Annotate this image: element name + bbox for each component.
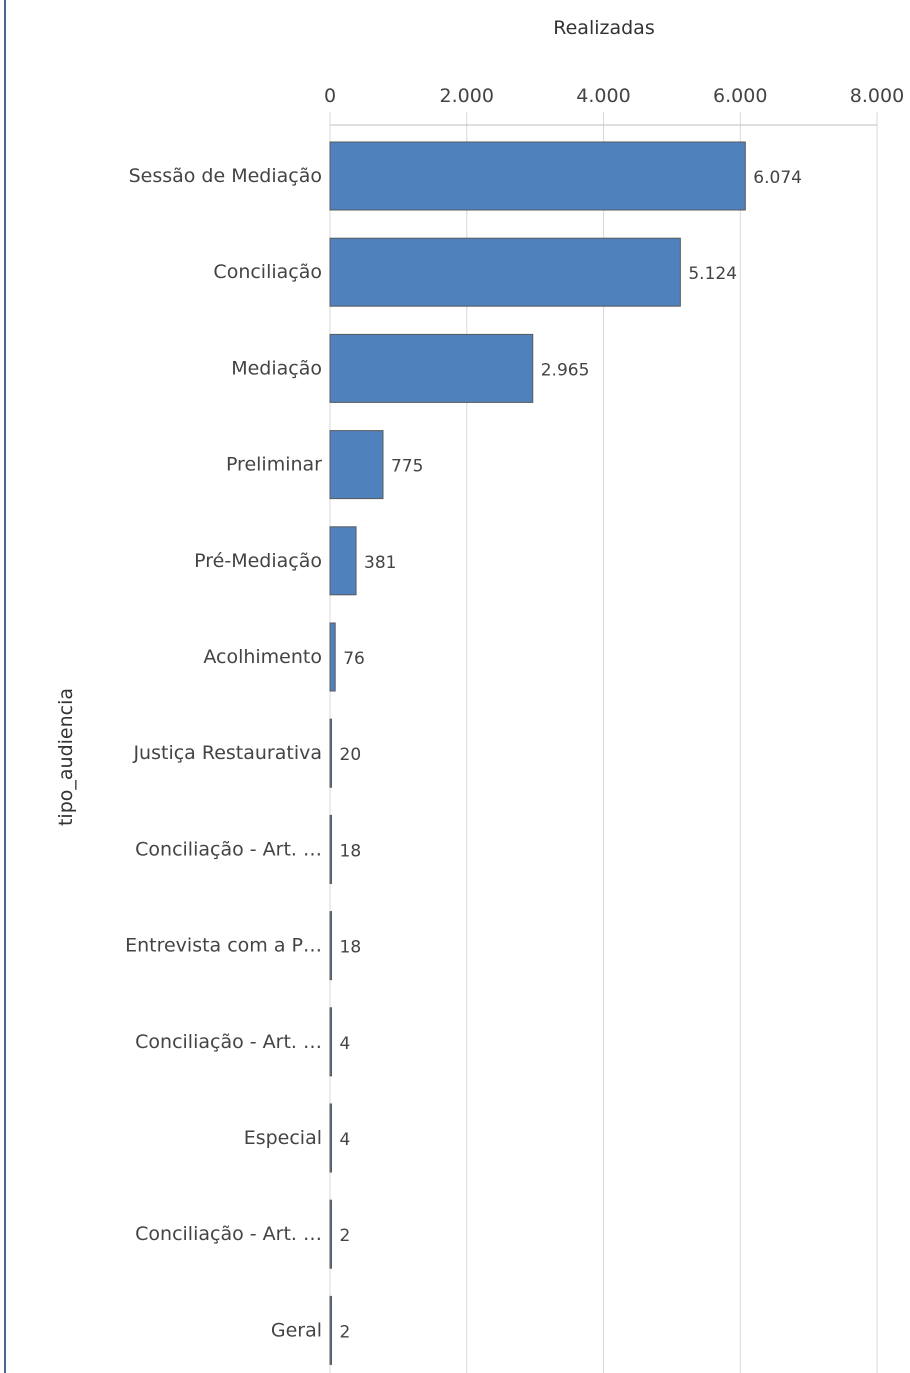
x-tick-label: 4.000 — [576, 85, 630, 107]
bar — [329, 430, 384, 500]
bar — [329, 622, 336, 692]
x-tick-label: 2.000 — [440, 85, 494, 107]
x-tick-label: 0 — [324, 85, 336, 107]
value-label: 2 — [340, 1226, 351, 1246]
bar — [329, 911, 332, 981]
bar — [329, 1199, 332, 1269]
value-label: 2 — [340, 1322, 351, 1342]
category-label: Geral — [271, 1319, 322, 1341]
category-label: Conciliação — [213, 261, 322, 283]
category-label: Entrevista com a P… — [125, 935, 322, 957]
bar — [329, 237, 681, 307]
bar — [329, 1103, 332, 1173]
bar — [329, 141, 746, 211]
value-label: 381 — [364, 553, 396, 573]
category-label: Pré-Mediação — [194, 550, 322, 572]
category-label: Acolhimento — [203, 646, 322, 668]
bar — [329, 1007, 332, 1077]
value-label: 6.074 — [753, 168, 802, 188]
bar — [329, 814, 332, 884]
x-tick-label: 6.000 — [713, 85, 767, 107]
category-label: Preliminar — [226, 454, 322, 476]
value-label: 18 — [340, 841, 362, 861]
value-label: 76 — [343, 649, 365, 669]
category-label: Justiça Restaurativa — [132, 742, 322, 764]
chart-labels: 0 2.000 4.000 6.000 8.000 Sessão de Mediação 6… — [125, 85, 904, 1342]
value-label: 18 — [340, 938, 362, 958]
category-label: Conciliação - Art. … — [135, 1031, 322, 1053]
bar — [329, 526, 357, 596]
category-label: Conciliação - Art. … — [135, 1223, 322, 1245]
bar — [329, 333, 534, 403]
value-label: 5.124 — [688, 264, 737, 284]
category-label: Conciliação - Art. … — [135, 838, 322, 860]
bar — [329, 1295, 332, 1365]
category-label: Mediação — [231, 357, 322, 379]
bars — [329, 141, 746, 1365]
left-panel-border — [4, 0, 6, 1373]
value-label: 4 — [340, 1130, 351, 1150]
y-axis-title: tipo_audiencia — [55, 688, 77, 826]
category-label: Especial — [244, 1127, 322, 1149]
x-axis-title: Realizadas — [553, 17, 654, 39]
x-tick-label: 8.000 — [850, 85, 904, 107]
value-label: 775 — [391, 457, 423, 477]
category-label: Sessão de Mediação — [129, 165, 322, 187]
value-label: 2.965 — [541, 360, 590, 380]
value-label: 20 — [340, 745, 362, 765]
value-label: 4 — [340, 1034, 351, 1054]
bar — [329, 718, 332, 788]
